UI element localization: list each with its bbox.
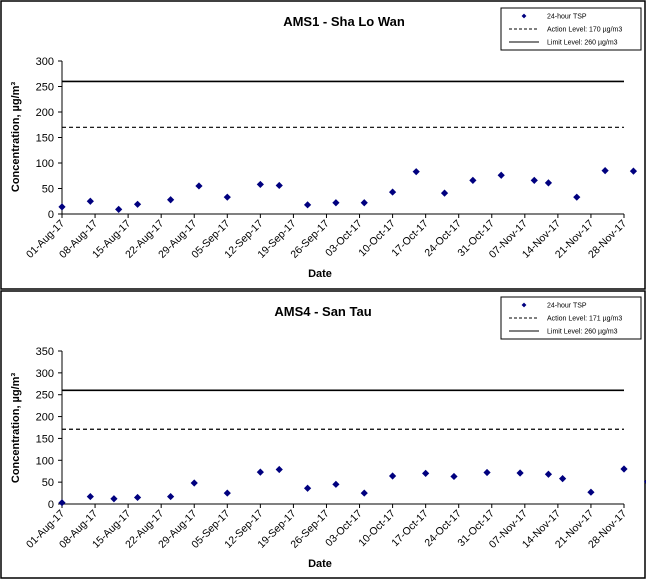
legend-label: 24-hour TSP — [547, 14, 587, 21]
y-axis-title: Concentration, µg/m³ — [10, 373, 22, 484]
tsp-data-point — [629, 167, 638, 175]
tsp-data-point — [275, 465, 283, 474]
tsp-data-point — [620, 465, 628, 473]
tsp-data-point — [332, 199, 340, 207]
legend-label: Action Level: 171 µg/m3 — [547, 316, 622, 323]
y-tick-label: 250 — [36, 82, 54, 94]
y-axis-title: Concentration, µg/m³ — [10, 82, 22, 193]
tsp-data-point — [544, 179, 553, 187]
chart-panel-1: AMS1 - Sha Lo Wan05010015020025030001-Au… — [0, 0, 646, 290]
y-tick-label: 200 — [36, 107, 54, 119]
chart-title: AMS1 - Sha Lo Wan — [283, 14, 405, 29]
legend-label: Limit Level: 260 µg/m3 — [547, 40, 618, 47]
tsp-data-point — [303, 484, 312, 492]
tsp-data-point — [530, 176, 538, 184]
x-axis-title: Date — [308, 558, 332, 570]
tsp-data-point — [86, 492, 94, 501]
tsp-data-point — [422, 469, 430, 477]
tsp-data-point — [58, 203, 66, 211]
tsp-data-point — [469, 176, 477, 184]
y-tick-label: 150 — [36, 433, 54, 445]
tsp-data-point — [223, 193, 231, 201]
tsp-data-point — [360, 199, 368, 207]
legend-label: 24-hour TSP — [547, 303, 587, 310]
tsp-data-point — [275, 181, 283, 190]
y-tick-label: 250 — [36, 390, 54, 402]
legend-label: Limit Level: 260 µg/m3 — [547, 329, 618, 336]
tsp-data-point — [412, 168, 420, 176]
x-axis-title: Date — [308, 268, 332, 280]
y-tick-label: 0 — [48, 209, 54, 221]
tsp-data-point — [497, 171, 505, 179]
chart-panel-2: AMS4 - San Tau05010015020025030035001-Au… — [0, 290, 646, 579]
tsp-data-point — [167, 492, 175, 501]
tsp-data-point — [115, 205, 123, 214]
tsp-data-point — [190, 479, 198, 487]
tsp-data-point — [133, 200, 142, 208]
tsp-data-point — [86, 197, 94, 205]
tsp-data-point — [388, 472, 397, 480]
legend-label: Action Level: 170 µg/m3 — [547, 27, 622, 34]
tsp-data-point — [440, 189, 449, 197]
tsp-data-point — [133, 493, 142, 502]
y-tick-label: 350 — [36, 346, 54, 358]
y-tick-label: 50 — [42, 477, 54, 489]
tsp-data-point — [450, 472, 458, 481]
tsp-data-point — [483, 468, 491, 477]
y-tick-label: 100 — [36, 455, 54, 467]
legend-marker — [521, 13, 527, 19]
y-tick-label: 50 — [42, 184, 54, 196]
y-tick-label: 300 — [36, 368, 54, 380]
legend: 24-hour TSP Action Level: 170 µg/m3 Limit … — [500, 7, 642, 51]
y-tick-label: 200 — [36, 412, 54, 424]
tsp-data-point — [332, 480, 340, 488]
tsp-data-point — [601, 167, 609, 175]
y-tick-label: 100 — [36, 158, 54, 170]
tsp-data-point — [388, 188, 397, 196]
tsp-data-point — [573, 193, 581, 201]
tsp-data-point — [195, 182, 203, 190]
tsp-data-point — [516, 469, 524, 477]
y-tick-label: 0 — [48, 499, 54, 511]
tsp-data-point — [360, 489, 368, 497]
tsp-data-point — [303, 201, 312, 209]
tsp-data-point — [110, 495, 118, 503]
tsp-data-point — [559, 475, 567, 483]
tsp-data-point — [544, 470, 553, 478]
tsp-data-point — [256, 180, 264, 189]
legend: 24-hour TSP Action Level: 171 µg/m3 Limit … — [500, 296, 642, 340]
y-tick-label: 150 — [36, 133, 54, 145]
chart-title: AMS4 - San Tau — [274, 304, 371, 319]
tsp-data-point — [223, 489, 231, 497]
tsp-data-point — [256, 468, 264, 476]
y-tick-label: 300 — [36, 56, 54, 68]
legend-marker — [521, 302, 527, 308]
tsp-data-point — [587, 488, 595, 496]
tsp-data-point — [167, 196, 175, 204]
tsp-data-point — [58, 499, 66, 507]
